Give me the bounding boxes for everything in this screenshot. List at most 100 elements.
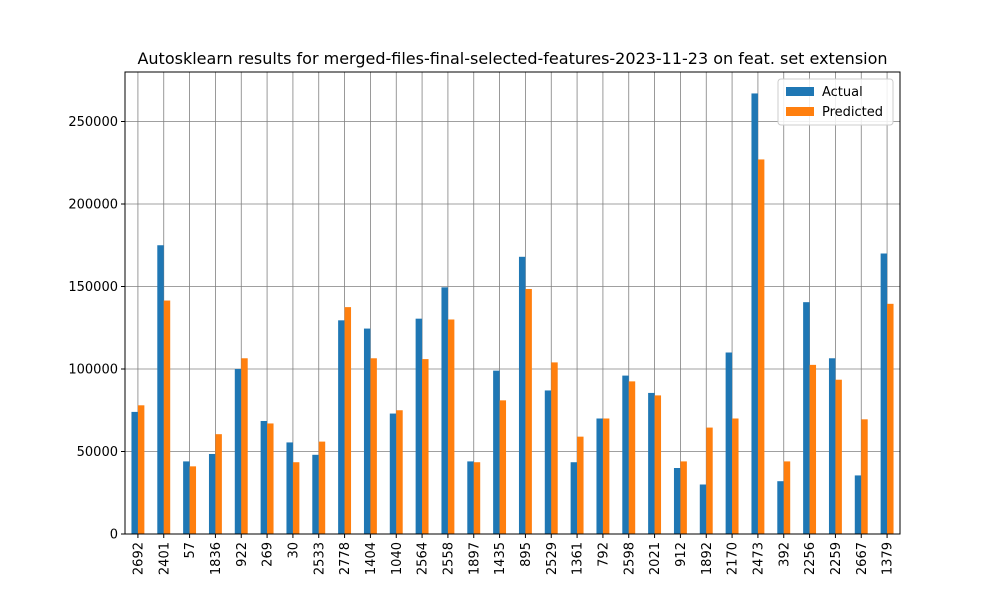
y-tick-label: 200000 <box>68 198 118 213</box>
bar-actual <box>338 320 345 534</box>
bar-actual <box>441 287 448 534</box>
bar-actual <box>234 369 242 534</box>
bar-predicted <box>370 358 377 534</box>
x-tick-label: 2667 <box>855 542 870 575</box>
x-tick-label: 1892 <box>700 542 715 575</box>
bar-predicted <box>499 400 507 534</box>
x-tick-label: 1379 <box>881 542 896 575</box>
x-tick-label: 1435 <box>493 542 508 575</box>
x-tick-label: 922 <box>235 542 250 567</box>
bar-predicted <box>525 288 532 534</box>
bars <box>131 93 894 534</box>
x-tick-label: 392 <box>777 542 792 567</box>
bar-predicted <box>551 362 558 534</box>
x-tick-label: 2259 <box>829 542 844 575</box>
bar-predicted <box>654 395 662 534</box>
legend-label: Predicted <box>822 105 883 120</box>
x-tick-label: 2473 <box>751 542 766 575</box>
y-tick-label: 100000 <box>68 363 118 378</box>
bar-actual <box>751 93 758 534</box>
bar-actual <box>725 352 733 534</box>
bar-actual <box>312 454 319 534</box>
bar-predicted <box>396 410 403 534</box>
legend: Actual Predicted <box>777 78 894 126</box>
x-tick-label: 2401 <box>157 542 172 575</box>
x-tick-label: 2564 <box>416 542 431 575</box>
bar-predicted <box>267 423 274 534</box>
x-tick-label: 2256 <box>803 542 818 575</box>
bar-actual <box>131 411 138 534</box>
bar-predicted <box>861 419 868 534</box>
x-tick-label: 1361 <box>571 542 586 575</box>
bar-predicted <box>473 462 481 534</box>
legend-swatch <box>786 87 814 96</box>
bar-actual <box>260 420 268 534</box>
x-tick-label: 2529 <box>545 542 560 575</box>
bar-predicted <box>292 462 300 534</box>
x-tick-label: 2021 <box>648 542 663 575</box>
bar-actual <box>157 245 164 534</box>
bar-predicted <box>344 307 352 534</box>
bar-actual <box>415 318 423 534</box>
chart-title: Autosklearn results for merged-files-fin… <box>137 49 887 68</box>
bar-actual <box>777 481 784 534</box>
bar-actual <box>544 390 552 534</box>
bar-actual <box>493 370 500 534</box>
bar-actual <box>673 468 681 534</box>
bar-actual <box>880 253 888 534</box>
bar-actual <box>363 328 371 534</box>
bar-predicted <box>602 418 610 534</box>
bar-actual <box>854 475 862 534</box>
bar-predicted <box>680 461 687 534</box>
bar-actual <box>286 442 293 534</box>
bar-predicted <box>628 381 636 534</box>
bar-predicted <box>809 364 817 534</box>
bar-actual <box>828 358 836 534</box>
bar-predicted <box>577 436 584 534</box>
x-tick-label: 269 <box>261 542 276 567</box>
x-tick-label: 1040 <box>390 542 405 575</box>
bar-predicted <box>887 303 894 534</box>
y-tick-label: 150000 <box>68 280 118 295</box>
x-tick-label: 2778 <box>338 542 353 575</box>
bar-predicted <box>241 358 248 534</box>
bar-actual <box>648 392 655 534</box>
legend-label: Actual <box>822 85 863 100</box>
y-tick-label: 250000 <box>68 115 118 130</box>
x-tick-label: 2558 <box>441 542 456 575</box>
x-tick-label: 895 <box>519 542 534 567</box>
x-tick-label: 912 <box>674 542 689 567</box>
x-tick-label: 2533 <box>312 542 327 575</box>
bar-predicted <box>215 434 222 534</box>
bar-predicted <box>706 427 713 534</box>
y-tick-label: 0 <box>110 528 118 543</box>
bar-predicted <box>318 441 326 534</box>
plot-frame <box>124 71 901 535</box>
bar-actual <box>622 375 629 534</box>
bar-actual <box>183 461 190 534</box>
bar-predicted <box>137 405 145 534</box>
bar-predicted <box>757 159 765 534</box>
x-tick-label: 1404 <box>364 542 379 575</box>
bar-actual <box>699 484 707 534</box>
bar-actual <box>596 418 603 534</box>
y-tick-label: 50000 <box>77 445 118 460</box>
bar-predicted <box>189 466 197 534</box>
bar-actual <box>389 413 397 534</box>
bar-predicted <box>447 319 455 534</box>
legend-swatch <box>786 107 814 116</box>
bar-actual <box>803 302 810 534</box>
x-tick-label: 2598 <box>622 542 637 575</box>
bar-predicted <box>163 300 171 534</box>
x-tick-label: 2692 <box>131 542 146 575</box>
x-tick-label: 2170 <box>726 542 741 575</box>
bar-predicted <box>783 461 791 534</box>
bar-actual <box>570 462 578 534</box>
bar-actual <box>518 256 526 534</box>
x-tick-label: 1897 <box>467 542 482 575</box>
bar-actual <box>208 453 216 534</box>
x-tick-label: 30 <box>286 542 301 559</box>
bar-actual <box>467 461 474 534</box>
x-tick-label: 57 <box>183 542 198 559</box>
